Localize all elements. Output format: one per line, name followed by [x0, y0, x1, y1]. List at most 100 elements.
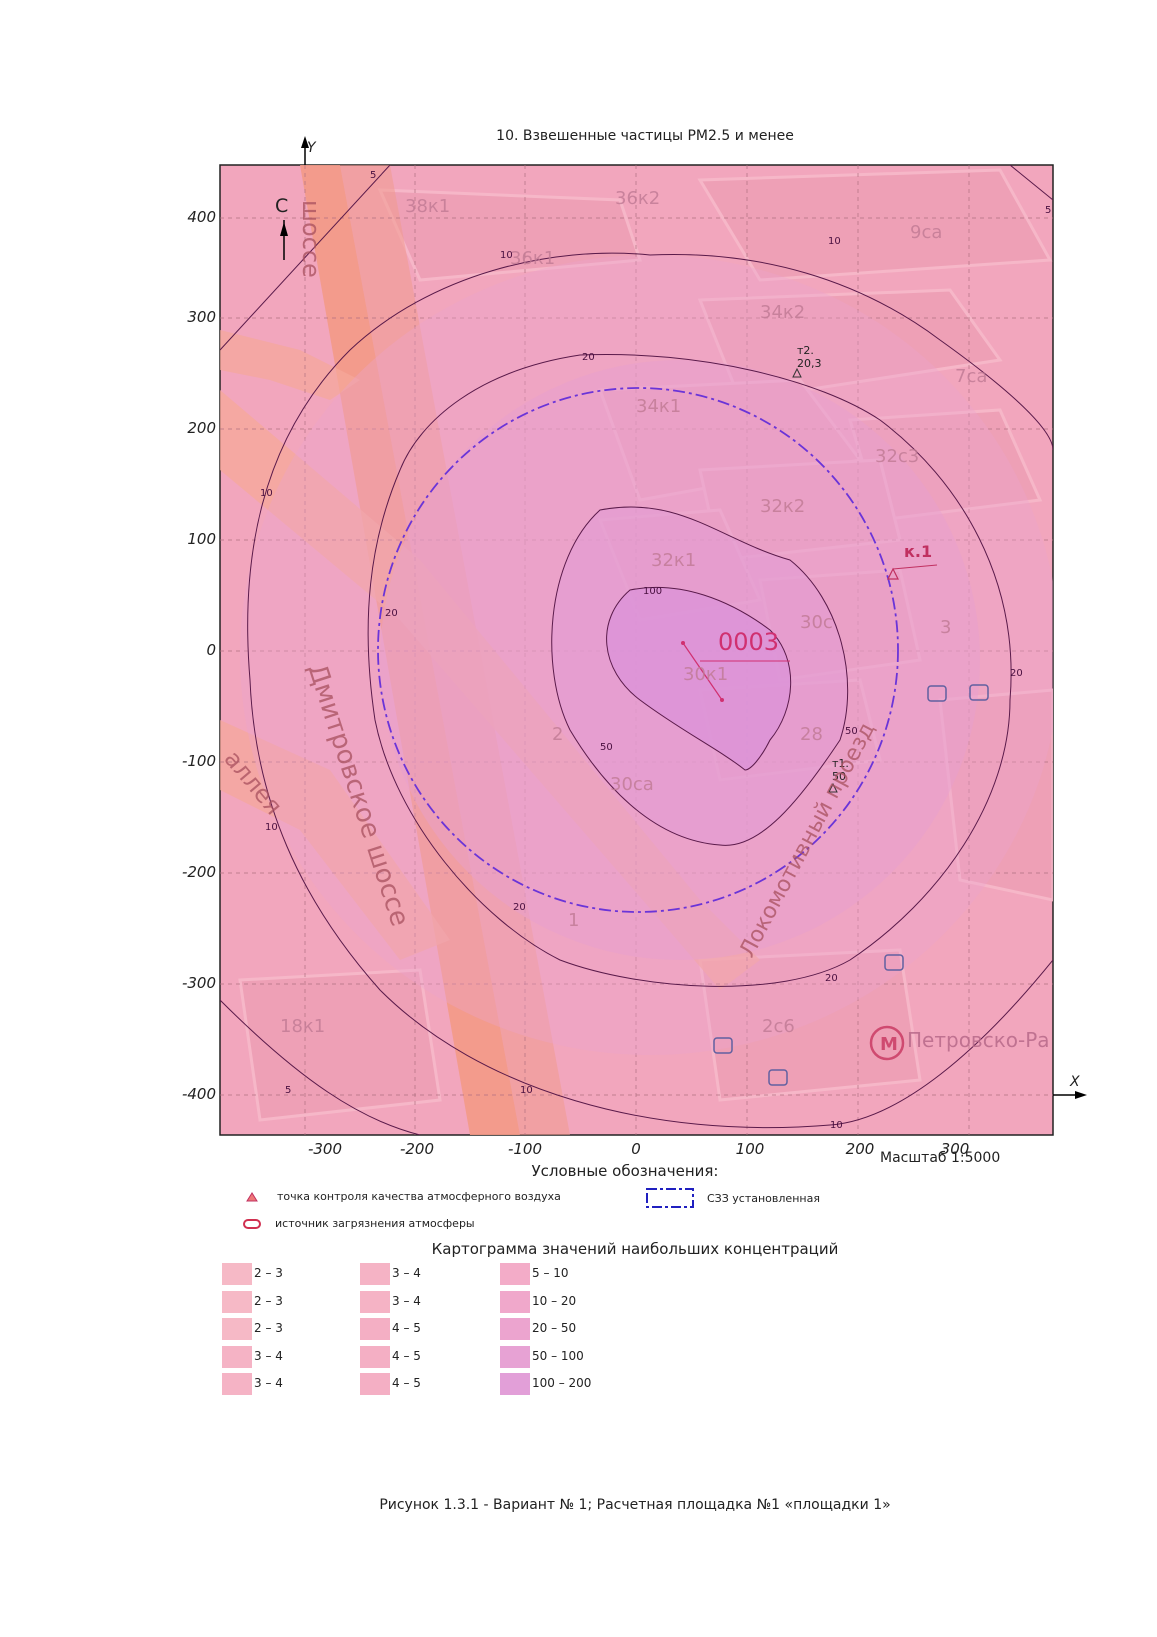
- road-lokomotivny: [220, 390, 760, 990]
- cartogram-swatch: [360, 1345, 390, 1368]
- y-tick-label: 0: [206, 641, 216, 659]
- point-t1-label: т1. 50: [832, 757, 849, 783]
- cartogram-swatch: [222, 1318, 252, 1340]
- cartogram-swatch: [222, 1290, 252, 1313]
- y-tick-label: -200: [181, 863, 216, 881]
- isoline-label: 5: [1045, 205, 1052, 216]
- isoline-label: 50: [845, 726, 858, 737]
- cartogram-label: 3 – 4: [254, 1376, 283, 1390]
- legend-szz-label: СЗЗ установленная: [707, 1191, 820, 1205]
- legend-source: источник загрязнения атмосферы: [243, 1217, 475, 1230]
- szz-boundary: [377, 387, 899, 913]
- x-axis-arrow: [1075, 1091, 1087, 1099]
- cartogram-swatch: [360, 1290, 390, 1313]
- building-label: 7са: [955, 366, 988, 387]
- isoline-label: 10: [260, 488, 273, 499]
- building-label: 28: [800, 724, 823, 745]
- isoline-label: 50: [600, 742, 613, 753]
- building-label: 38к1: [405, 196, 451, 217]
- x-tick-label: -100: [507, 1140, 543, 1158]
- building-label: 2с6: [762, 1016, 795, 1037]
- cartogram-label: 100 – 200: [532, 1376, 592, 1390]
- isoline-label: 100: [643, 586, 663, 597]
- y-tick-label: -300: [181, 974, 216, 992]
- point-t1-name: т1.: [832, 757, 849, 770]
- cartogram-label: 2 – 3: [254, 1321, 283, 1335]
- building-label: 30к1: [683, 664, 729, 685]
- isoline-label: 10: [828, 236, 841, 247]
- cartogram-label: 5 – 10: [532, 1266, 569, 1280]
- building-label: 34к2: [760, 302, 806, 323]
- legend-control-point-label: точка контроля качества атмосферного воз…: [277, 1190, 561, 1203]
- building-label: 34к1: [636, 396, 682, 417]
- cartogram-swatch: [360, 1263, 390, 1285]
- legend-title: Условные обозначения:: [531, 1162, 719, 1180]
- point-t2-name: т2.: [797, 344, 814, 357]
- cartogram-title: Картограмма значений наибольших концентр…: [431, 1240, 839, 1258]
- source-label: 0003: [718, 628, 780, 656]
- point-t2-label: т2. 20,3: [797, 344, 822, 370]
- svg-text:М: М: [880, 1034, 898, 1055]
- x-tick-label: -300: [307, 1140, 343, 1158]
- street-shosse: шоссе: [297, 200, 325, 278]
- y-tick-label: 100: [187, 530, 216, 548]
- point-t2-value: 20,3: [797, 357, 822, 370]
- x-tick-label: 0: [631, 1140, 641, 1158]
- building-label: 9са: [910, 222, 943, 243]
- cartogram-label: 2 – 3: [254, 1293, 283, 1308]
- cartogram-swatch: [500, 1318, 530, 1340]
- building-label: 30с: [800, 612, 833, 633]
- cartogram-swatch: [500, 1345, 530, 1368]
- cartogram-swatch: [500, 1373, 530, 1395]
- bus-icons: [713, 684, 989, 1086]
- cartogram-label: 3 – 4: [254, 1348, 283, 1363]
- x-tick-label: 100: [735, 1140, 765, 1158]
- control-point-t1: [828, 782, 838, 793]
- north-arrow: [280, 222, 288, 236]
- isoline-label: 20: [513, 902, 526, 913]
- metro-label: Петровско-Ра: [907, 1028, 1050, 1052]
- isoline-label: 20: [385, 608, 398, 619]
- x-tick-label: 200: [845, 1140, 875, 1158]
- isoline-label: 20: [582, 352, 595, 363]
- cartogram-label: 3 – 4: [392, 1266, 421, 1280]
- north-label: С: [275, 195, 289, 217]
- isoline-label: 10: [265, 822, 278, 833]
- cartogram-label: 10 – 20: [532, 1293, 577, 1308]
- x-axis-label: X: [1070, 1074, 1080, 1090]
- zone-100-200: [606, 587, 791, 770]
- cartogram-label: 3 – 4: [392, 1293, 421, 1308]
- isolines: [220, 165, 1053, 1135]
- isoline-label: 20: [825, 973, 838, 984]
- source-line: [682, 642, 723, 701]
- scale-label: Масштаб 1:5000: [880, 1150, 1001, 1166]
- control-point-icon: [246, 1191, 258, 1201]
- y-axis-label: Y: [307, 140, 316, 156]
- building-label: 32с3: [875, 446, 920, 467]
- cartogram-label: 20 – 50: [532, 1321, 577, 1335]
- road-alley: [220, 720, 450, 960]
- building-label: 32к1: [651, 550, 697, 571]
- legend-szz: СЗЗ установленная: [645, 1187, 820, 1209]
- isoline-label: 20: [1010, 668, 1023, 679]
- metro-icon: [869, 1025, 905, 1061]
- point-k1-label: к.1: [904, 542, 933, 561]
- building-label: 2: [552, 724, 564, 745]
- control-point-k1: [887, 567, 899, 580]
- cartogram-label: 4 – 5: [392, 1348, 421, 1363]
- legend-control-point: точка контроля качества атмосферного воз…: [245, 1190, 561, 1203]
- building-label: 32к2: [760, 496, 806, 517]
- x-tick-label: 300: [940, 1140, 970, 1158]
- figure-caption: Рисунок 1.3.1 - Вариант № 1; Расчетная п…: [379, 1497, 891, 1513]
- control-point-t2: [792, 367, 802, 378]
- road-dmitrovskoe: [300, 165, 520, 1135]
- map-title: 10. Взвешенные частицы PM2.5 и менее: [496, 128, 794, 144]
- cartogram-swatch: [360, 1373, 390, 1395]
- cartogram-swatch: [222, 1263, 252, 1285]
- y-tick-label: 200: [187, 419, 216, 437]
- cartogram-swatch: [222, 1345, 252, 1368]
- y-tick-label: -400: [181, 1085, 216, 1103]
- building-label: 36к1: [510, 248, 556, 269]
- cartogram-label: 50 – 100: [532, 1348, 584, 1363]
